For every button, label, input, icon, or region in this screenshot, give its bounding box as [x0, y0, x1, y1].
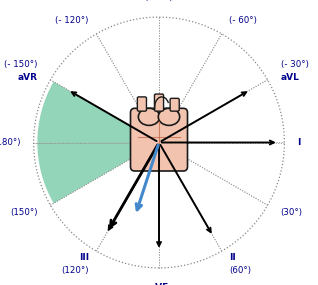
- Text: aVL: aVL: [280, 73, 300, 82]
- Text: (- 30°): (- 30°): [280, 60, 308, 69]
- Text: (60°): (60°): [229, 266, 251, 275]
- Text: (- 150°): (- 150°): [4, 60, 38, 69]
- Text: III: III: [79, 253, 89, 262]
- Text: (- 90°): (- 90°): [145, 0, 173, 2]
- Text: (- 120°): (- 120°): [55, 16, 89, 25]
- Text: (180°): (180°): [0, 138, 21, 147]
- FancyBboxPatch shape: [170, 98, 179, 111]
- Ellipse shape: [158, 108, 180, 125]
- Text: aVF: aVF: [149, 283, 169, 285]
- Text: I: I: [297, 138, 300, 147]
- Text: II: II: [229, 253, 236, 262]
- Ellipse shape: [138, 108, 160, 125]
- Text: (- 60°): (- 60°): [229, 16, 257, 25]
- FancyBboxPatch shape: [155, 94, 163, 111]
- Text: aVR: aVR: [17, 73, 38, 82]
- Text: (150°): (150°): [10, 208, 38, 217]
- Text: (30°): (30°): [280, 208, 303, 217]
- FancyBboxPatch shape: [130, 108, 188, 171]
- FancyBboxPatch shape: [137, 97, 147, 111]
- Wedge shape: [37, 82, 159, 203]
- Text: (120°): (120°): [61, 266, 89, 275]
